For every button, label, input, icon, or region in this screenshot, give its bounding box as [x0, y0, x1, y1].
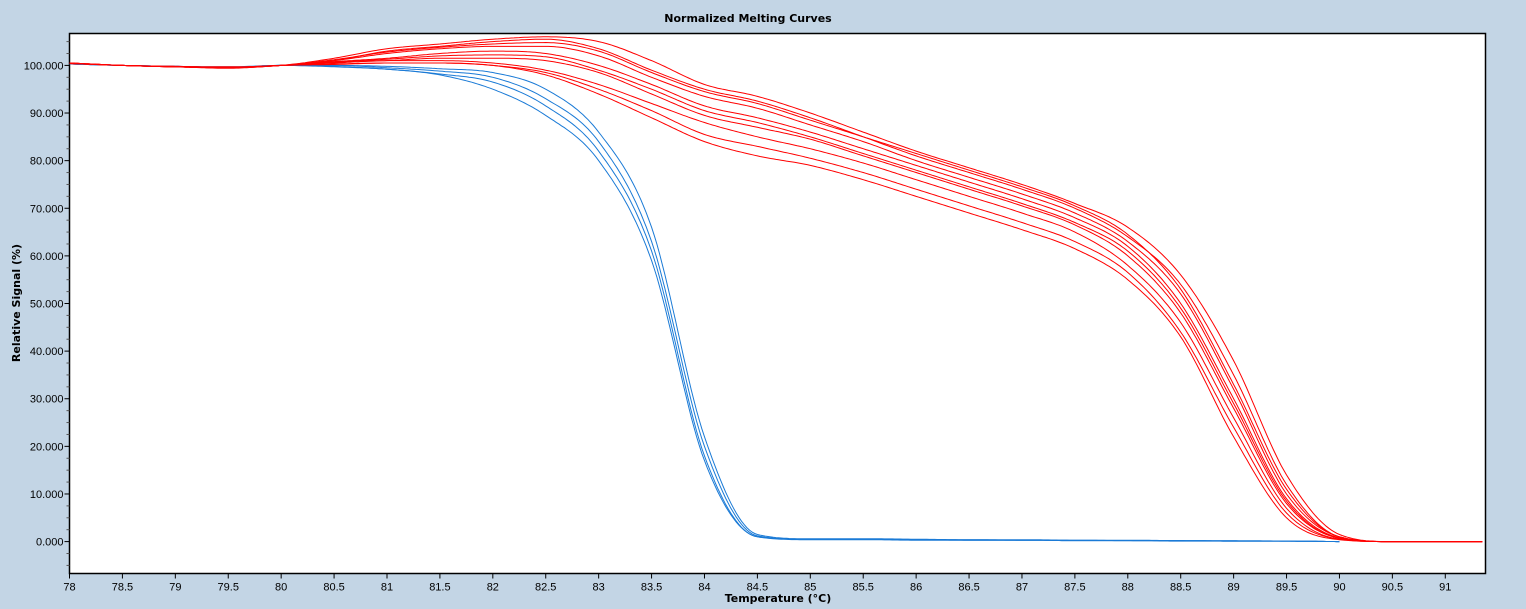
- y-axis-label: Relative Signal (%): [10, 244, 23, 362]
- red-curve-R8: [69, 62, 1483, 543]
- x-tick-label: 85: [804, 582, 816, 594]
- x-tick-label: 86: [910, 582, 922, 594]
- x-tick-label: 81.5: [429, 582, 450, 594]
- red-curve-R9: [69, 41, 1483, 543]
- x-tick-label: 80: [275, 582, 287, 594]
- x-tick-label: 87: [1016, 582, 1028, 594]
- y-tick-label: 30.000: [30, 394, 64, 406]
- y-tick-label: 10.000: [30, 489, 64, 501]
- y-tick-label: 40.000: [30, 346, 64, 358]
- x-tick-label: 88.5: [1170, 582, 1191, 594]
- x-tick-label: 85.5: [853, 582, 874, 594]
- y-tick-label: 80.000: [30, 156, 64, 168]
- x-tick-label: 83: [593, 582, 605, 594]
- axes-group: 78 78.5 79 79.5 80 80.5 81 81.5 82 82.5 83 83.5 84 84…: [24, 41, 1451, 594]
- y-tick-label: 20.000: [30, 441, 64, 453]
- x-tick-label: 89.5: [1276, 582, 1297, 594]
- x-tick-label: 78: [63, 582, 75, 594]
- x-tick-label: 78.5: [112, 582, 133, 594]
- x-tick-label: 88: [1122, 582, 1134, 594]
- x-tick-label: 81: [381, 582, 393, 594]
- y-tick-label: 0.000: [36, 537, 64, 549]
- red-curve-R1: [69, 36, 1483, 543]
- x-tick-label: 79: [169, 582, 181, 594]
- chart-title: Normalized Melting Curves: [664, 12, 832, 25]
- x-tick-label: 91: [1439, 582, 1451, 594]
- y-tick-label: 50.000: [30, 299, 64, 311]
- x-axis-label: Temperature (°C): [725, 592, 832, 605]
- x-tick-label: 84.5: [747, 582, 768, 594]
- y-tick-label: 100.000: [24, 60, 64, 72]
- y-tick-label: 70.000: [30, 203, 64, 215]
- x-tick-label: 82.5: [535, 582, 556, 594]
- x-tick-label: 87.5: [1064, 582, 1085, 594]
- y-tick-label: 90.000: [30, 108, 64, 120]
- plot-area: [68, 32, 1487, 575]
- x-tick-label: 90.5: [1382, 582, 1403, 594]
- x-tick-label: 80.5: [323, 582, 344, 594]
- x-tick-label: 90: [1333, 582, 1345, 594]
- red-curve-R10: [69, 54, 1483, 543]
- x-tick-label: 79.5: [218, 582, 239, 594]
- x-tick-label: 84: [698, 582, 710, 594]
- y-tick-label: 60.000: [30, 251, 64, 263]
- curve-group: [69, 36, 1483, 543]
- x-tick-label: 86.5: [958, 582, 979, 594]
- x-tick-label: 83.5: [641, 582, 662, 594]
- x-tick-label: 82: [487, 582, 499, 594]
- x-tick-label: 89: [1228, 582, 1240, 594]
